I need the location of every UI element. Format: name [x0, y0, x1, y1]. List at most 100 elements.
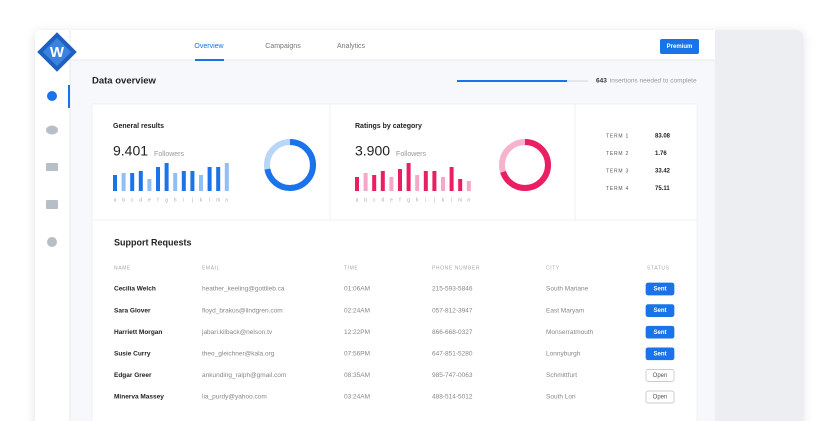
overview-card [91, 103, 698, 421]
status-button[interactable] [645, 325, 675, 339]
bar-label: a [356, 197, 359, 203]
folder-icon[interactable] [46, 163, 58, 171]
table-cell: Harriett Morgan [114, 329, 162, 336]
dashboard-icon[interactable] [47, 91, 57, 101]
column-header: CITY [546, 265, 560, 271]
term-value: 83.08 [655, 134, 671, 140]
premium-button[interactable] [660, 39, 699, 54]
bar [372, 175, 377, 191]
status-button[interactable] [645, 282, 675, 296]
page-title: Data overview [92, 76, 157, 87]
bar-label: b [122, 197, 125, 203]
status-label[interactable]: Open [653, 395, 668, 401]
status-label[interactable]: Sent [653, 308, 666, 314]
bar-label: i [183, 197, 184, 203]
bar [389, 177, 394, 191]
bar-label: m [216, 197, 220, 203]
bar-label: j [433, 197, 435, 203]
column-header: TIME [344, 265, 358, 271]
table-cell: Susie Curry [114, 351, 151, 358]
bar-label: c [131, 197, 134, 203]
status-label[interactable]: Sent [653, 287, 666, 293]
table-cell: 985-747-0063 [432, 372, 473, 379]
status-button[interactable] [645, 369, 675, 382]
bar [216, 167, 221, 191]
bar-label: f [157, 197, 159, 203]
nav-item[interactable]: Overview [194, 43, 224, 50]
chart-total: 9.401 [113, 143, 148, 159]
donut-value [499, 139, 551, 191]
status-button[interactable] [645, 304, 675, 317]
status-button[interactable] [645, 390, 675, 404]
bar [138, 171, 143, 191]
table-cell: 215-593-5846 [432, 286, 473, 293]
bar-label: i [425, 197, 426, 203]
bar [156, 167, 160, 191]
bar-label: e [390, 197, 393, 203]
nav-underline [195, 59, 224, 61]
status-button[interactable] [645, 347, 675, 361]
bar [164, 163, 169, 191]
bar-label: j [191, 197, 193, 203]
table-cell: Sara Glover [114, 307, 151, 314]
logo: W [37, 32, 77, 72]
term-value: 75.11 [655, 186, 670, 192]
bar [423, 171, 428, 191]
bar-label: n [225, 197, 228, 203]
bar-label: g [407, 197, 410, 203]
bar-label: f [399, 197, 401, 203]
term-value: 1.76 [655, 151, 667, 157]
donut-value [264, 139, 316, 191]
bar [181, 171, 186, 191]
table-cell: 647-851-5280 [432, 351, 473, 358]
bar [406, 163, 411, 191]
active-indicator [68, 85, 70, 108]
nav-item[interactable]: Analytics [337, 43, 366, 50]
bar [466, 181, 471, 191]
table-cell: South Mariane [546, 286, 589, 293]
bar-label: k [442, 197, 445, 203]
table-cell: 07:56PM [344, 351, 370, 358]
bar-label: n [467, 197, 470, 203]
table-cell: lia_purdy@yahoo.com [202, 394, 267, 401]
table-cell: Edgar Greer [114, 372, 152, 379]
column-header: EMAIL [202, 265, 220, 271]
bar [147, 179, 152, 191]
bar-label: l [451, 197, 452, 203]
status-label[interactable]: Open [653, 373, 668, 379]
table-cell: Cecilia Welch [114, 286, 156, 293]
chart-title: Ratings by category [355, 123, 422, 130]
section-title: Support Requests [114, 237, 192, 247]
table-cell: Monserratmouth [546, 329, 594, 336]
progress-fill [457, 80, 568, 82]
term-label: TERM 2 [606, 151, 629, 157]
chart-total: 3.900 [355, 143, 390, 159]
table-cell: South Lori [546, 394, 576, 401]
bar-label: e [148, 197, 151, 203]
settings-icon[interactable] [47, 237, 57, 247]
table-cell: Lonnyburgh [546, 351, 581, 358]
chart-unit: Followers [154, 151, 184, 158]
term-value: 33.42 [655, 169, 671, 175]
side-panel [715, 30, 803, 421]
table-cell: ankunding_ralph@gmail.com [202, 372, 286, 379]
bar-label: l [209, 197, 210, 203]
table-cell: 866-668-0327 [432, 329, 473, 336]
bar-label: c [373, 197, 376, 203]
term-label: TERM 4 [606, 186, 629, 192]
bar-label: d [139, 197, 142, 203]
table-cell: Schmittfurt [546, 372, 577, 379]
bar [199, 175, 203, 191]
term-label: TERM 1 [606, 133, 629, 139]
bar [441, 177, 445, 191]
table-cell: 057-812-3947 [432, 307, 473, 314]
mail-icon[interactable] [46, 200, 58, 209]
status-label[interactable]: Sent [653, 351, 666, 357]
status-label[interactable]: Sent [653, 330, 666, 336]
bar [432, 171, 437, 191]
nav-item[interactable]: Campaigns [265, 43, 301, 50]
premium-label[interactable]: Premium [667, 44, 693, 50]
chat-icon[interactable] [46, 125, 58, 135]
bar [190, 171, 195, 191]
